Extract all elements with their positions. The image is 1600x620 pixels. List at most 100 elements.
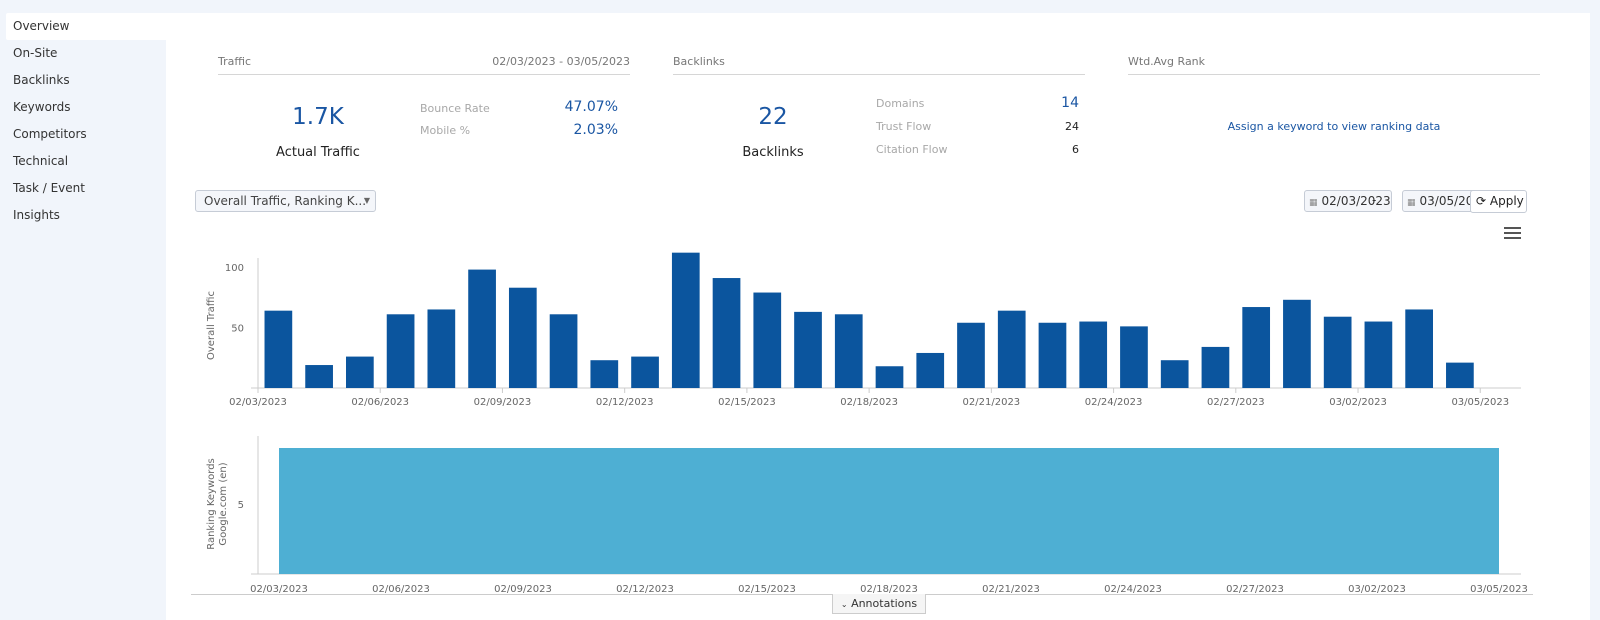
backlinks-label: Backlinks bbox=[742, 145, 804, 160]
date-from-value: 02/03/2023 bbox=[1321, 194, 1391, 208]
sidebar-item-on-site[interactable]: On-Site bbox=[13, 46, 58, 60]
bar bbox=[264, 310, 293, 388]
x-tick-label: 02/18/2023 bbox=[840, 397, 898, 408]
x-tick-label: 03/05/2023 bbox=[1451, 397, 1509, 408]
traffic-panel-header: Traffic 02/03/2023 - 03/05/2023 bbox=[218, 55, 630, 75]
x-tick-label: 03/05/2023 bbox=[1470, 584, 1528, 595]
date-from-input[interactable]: ▦ 02/03/2023 bbox=[1304, 190, 1392, 212]
bar bbox=[1405, 309, 1433, 388]
y-axis-title: Overall Traffic bbox=[206, 291, 217, 360]
bar bbox=[1079, 321, 1108, 388]
domains-value: 14 bbox=[1061, 95, 1079, 111]
bar bbox=[712, 278, 741, 388]
x-tick-label: 03/02/2023 bbox=[1329, 397, 1387, 408]
bar bbox=[590, 360, 619, 388]
bar bbox=[386, 314, 415, 388]
sidebar: Overview On-Site Backlinks Keywords Comp… bbox=[0, 13, 166, 620]
mobile-label: Mobile % bbox=[420, 124, 471, 137]
y-tick-label: 5 bbox=[238, 500, 244, 511]
bar bbox=[794, 311, 822, 388]
x-tick-label: 03/02/2023 bbox=[1348, 584, 1406, 595]
chart-metric-select[interactable]: Overall Traffic, Ranking K... ▼ bbox=[195, 190, 376, 212]
annotations-toggle-button[interactable]: ⌄ Annotations bbox=[832, 594, 926, 614]
x-tick-label: 02/15/2023 bbox=[718, 397, 776, 408]
sidebar-item-keywords[interactable]: Keywords bbox=[13, 100, 71, 114]
x-tick-label: 02/06/2023 bbox=[372, 584, 430, 595]
apply-button[interactable]: ⟳ Apply bbox=[1470, 190, 1527, 213]
bar bbox=[1038, 322, 1067, 388]
traffic-bar-chart: 50 100 Overall Traffic 02/03/2023 02/06/2023… bbox=[206, 252, 1521, 408]
x-tick-label: 02/21/2023 bbox=[982, 584, 1040, 595]
bar bbox=[1446, 362, 1474, 388]
x-tick-label: 02/12/2023 bbox=[596, 397, 654, 408]
y-axis-title: Ranking Keywords bbox=[206, 458, 217, 550]
traffic-value: 1.7K bbox=[292, 104, 344, 130]
sidebar-item-task-event[interactable]: Task / Event bbox=[13, 181, 85, 195]
sidebar-item-backlinks[interactable]: Backlinks bbox=[13, 73, 70, 87]
x-tick-label: 02/12/2023 bbox=[616, 584, 674, 595]
date-separator: - bbox=[1372, 193, 1377, 207]
ranking-area-chart: 5 Ranking Keywords Google.com (en) 02/03/20… bbox=[206, 436, 1528, 595]
bar bbox=[549, 314, 578, 388]
bar bbox=[1242, 307, 1271, 388]
sidebar-item-insights[interactable]: Insights bbox=[13, 208, 60, 222]
sidebar-item-overview[interactable]: Overview bbox=[6, 13, 166, 40]
traffic-label: Actual Traffic bbox=[276, 145, 360, 160]
domains-label: Domains bbox=[876, 97, 925, 110]
bar bbox=[834, 314, 863, 388]
backlinks-panel: Backlinks 22 Backlinks Domains 14 Trust … bbox=[673, 55, 1085, 165]
x-tick-label: 02/24/2023 bbox=[1104, 584, 1162, 595]
bar bbox=[671, 252, 700, 388]
bar bbox=[1364, 321, 1393, 388]
trust-flow-label: Trust Flow bbox=[876, 120, 932, 133]
area-series bbox=[279, 448, 1499, 574]
bounce-rate-value: 47.07% bbox=[564, 99, 618, 115]
x-tick-label: 02/03/2023 bbox=[229, 397, 287, 408]
trust-flow-value: 24 bbox=[1065, 120, 1079, 133]
bar bbox=[508, 287, 537, 388]
bar bbox=[916, 352, 945, 388]
chevron-down-icon: ▼ bbox=[363, 196, 370, 205]
calendar-icon: ▦ bbox=[1309, 198, 1318, 208]
x-tick-label: 02/09/2023 bbox=[494, 584, 552, 595]
traffic-title: Traffic bbox=[218, 55, 252, 68]
chevron-down-icon: ⌄ bbox=[840, 600, 848, 609]
traffic-panel: Traffic 02/03/2023 - 03/05/2023 1.7K Act… bbox=[218, 55, 630, 165]
bar bbox=[997, 310, 1026, 388]
bar bbox=[305, 365, 333, 388]
x-tick-label: 02/18/2023 bbox=[860, 584, 918, 595]
x-tick-label: 02/24/2023 bbox=[1085, 397, 1143, 408]
bar bbox=[1201, 346, 1230, 388]
bar bbox=[1323, 316, 1352, 388]
mobile-value: 2.03% bbox=[573, 122, 618, 138]
y-tick-label: 50 bbox=[231, 324, 244, 335]
bar bbox=[1283, 299, 1311, 388]
y-axis-subtitle: Google.com (en) bbox=[218, 462, 229, 545]
refresh-icon: ⟳ bbox=[1476, 194, 1487, 208]
traffic-date-range: 02/03/2023 - 03/05/2023 bbox=[492, 55, 630, 68]
apply-button-label: Apply bbox=[1489, 194, 1524, 208]
assign-keyword-link[interactable]: Assign a keyword to view ranking data bbox=[1227, 120, 1441, 133]
chart-metric-select-value: Overall Traffic, Ranking K... bbox=[204, 194, 367, 208]
citation-flow-label: Citation Flow bbox=[876, 143, 948, 156]
x-tick-label: 02/21/2023 bbox=[963, 397, 1021, 408]
sidebar-item-competitors[interactable]: Competitors bbox=[13, 127, 87, 141]
chart-menu-icon[interactable] bbox=[1504, 227, 1521, 240]
sidebar-item-technical[interactable]: Technical bbox=[13, 154, 69, 168]
x-tick-label: 02/09/2023 bbox=[474, 397, 532, 408]
y-tick-label: 100 bbox=[225, 263, 244, 274]
calendar-icon: ▦ bbox=[1407, 198, 1416, 208]
x-tick-label: 02/27/2023 bbox=[1226, 584, 1284, 595]
rank-panel-header: Wtd.Avg Rank bbox=[1128, 55, 1540, 75]
x-tick-label: 02/03/2023 bbox=[250, 584, 308, 595]
backlinks-panel-header: Backlinks bbox=[673, 55, 1085, 75]
bar bbox=[631, 356, 659, 388]
bar bbox=[427, 309, 456, 388]
rank-panel: Wtd.Avg Rank Assign a keyword to view ra… bbox=[1128, 55, 1540, 165]
annotations-label: Annotations bbox=[851, 597, 918, 610]
bar bbox=[468, 269, 496, 388]
citation-flow-value: 6 bbox=[1072, 143, 1079, 156]
main-content: Traffic 02/03/2023 - 03/05/2023 1.7K Act… bbox=[166, 13, 1590, 620]
bar bbox=[1160, 360, 1189, 388]
backlinks-value: 22 bbox=[758, 104, 788, 130]
